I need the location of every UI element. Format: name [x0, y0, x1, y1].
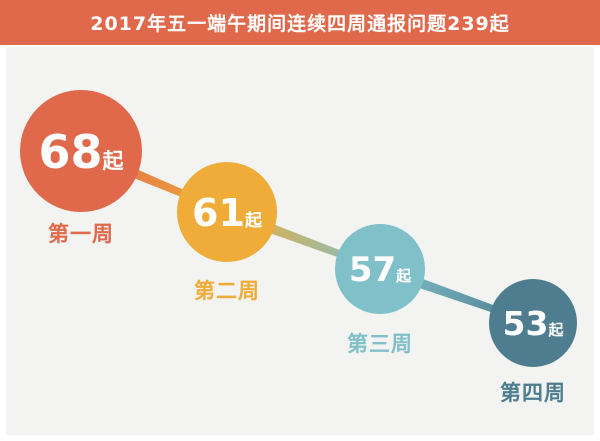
chart-title: 2017年五一端午期间连续四周通报问题239起 [90, 13, 510, 35]
chart-panel [6, 47, 594, 435]
title-banner: 2017年五一端午期间连续四周通报问题239起 [0, 0, 600, 45]
